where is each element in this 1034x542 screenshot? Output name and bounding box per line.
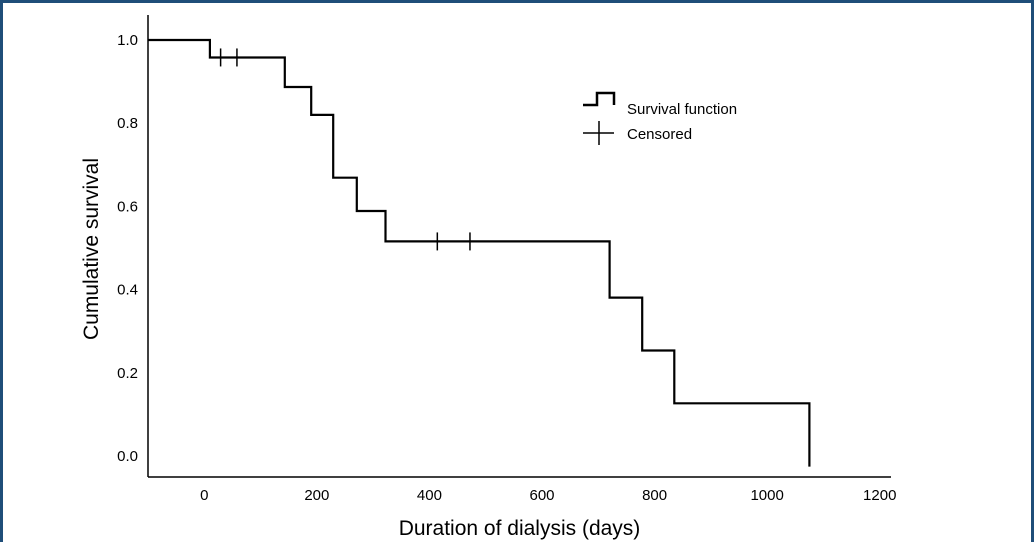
x-tick-label: 1000 — [750, 487, 783, 504]
y-tick-label: 1.0 — [117, 32, 138, 49]
legend-censor-marker — [583, 121, 614, 145]
x-tick-label: 600 — [529, 487, 554, 504]
x-tick-label: 400 — [417, 487, 442, 504]
x-tick-label: 800 — [642, 487, 667, 504]
y-tick-label: 0.8 — [117, 115, 138, 132]
legend-label-censored: Censored — [627, 126, 692, 143]
x-axis-title: Duration of dialysis (days) — [399, 517, 641, 540]
censor-marks — [219, 48, 471, 251]
x-tick-label: 0 — [200, 487, 208, 504]
y-tick-label: 0.6 — [117, 198, 138, 215]
axes — [147, 15, 891, 478]
legend-label-survival: Survival function — [627, 101, 737, 118]
y-tick-label: 0.0 — [117, 448, 138, 465]
y-tick-label: 0.4 — [117, 282, 138, 299]
x-tick-label: 200 — [304, 487, 329, 504]
y-tick-label: 0.2 — [117, 365, 138, 382]
legend: Survival function Censored — [583, 91, 737, 145]
legend-step-marker — [583, 91, 616, 107]
survival-curve — [148, 38, 811, 467]
y-axis-title: Cumulative survival — [80, 158, 103, 340]
survival-step-line — [148, 38, 811, 467]
x-tick-label: 1200 — [863, 487, 896, 504]
tick-labels: 0 200 400 600 800 1000 1200 0.0 0.2 0.4 0.6 0.8 1.0 — [117, 32, 896, 504]
